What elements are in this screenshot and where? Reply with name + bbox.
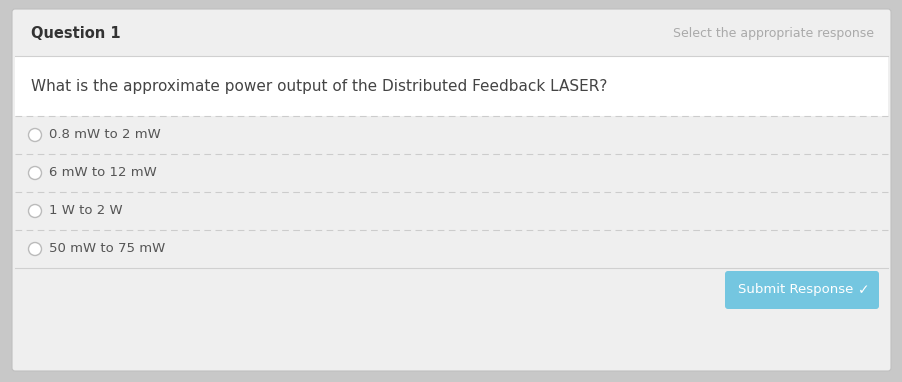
Text: Question 1: Question 1 [31, 26, 121, 42]
Text: Submit Response: Submit Response [738, 283, 852, 296]
Text: ✓: ✓ [857, 283, 869, 297]
Bar [15, 192, 887, 230]
Text: 1 W to 2 W: 1 W to 2 W [49, 204, 123, 217]
Text: 6 mW to 12 mW: 6 mW to 12 mW [49, 167, 157, 180]
Circle shape [29, 243, 41, 256]
Text: 0.8 mW to 2 mW: 0.8 mW to 2 mW [49, 128, 161, 141]
Circle shape [29, 128, 41, 141]
Text: 50 mW to 75 mW: 50 mW to 75 mW [49, 243, 165, 256]
Bar [15, 116, 887, 154]
Bar [15, 56, 887, 116]
Bar [15, 12, 887, 56]
Text: Select the appropriate response: Select the appropriate response [672, 28, 873, 40]
Bar [15, 268, 887, 312]
Bar [15, 230, 887, 268]
Circle shape [29, 204, 41, 217]
Circle shape [29, 167, 41, 180]
FancyBboxPatch shape [12, 9, 890, 371]
Bar [15, 154, 887, 192]
FancyBboxPatch shape [724, 271, 878, 309]
Text: What is the approximate power output of the Distributed Feedback LASER?: What is the approximate power output of … [31, 78, 607, 94]
